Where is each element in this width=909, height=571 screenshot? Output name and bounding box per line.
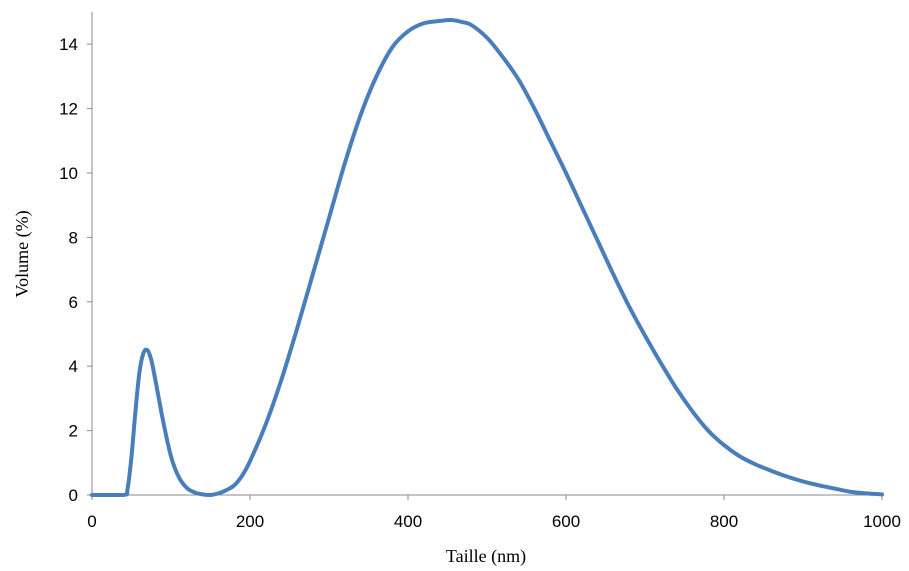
y-tick-label: 12 [59, 100, 78, 119]
ticks: 0 2 4 6 8 10 12 14 0 200 400 600 800 1000 [59, 35, 901, 531]
y-tick-label: 10 [59, 164, 78, 183]
series-layer [90, 18, 884, 497]
x-tick-label: 0 [87, 512, 96, 531]
y-axis-title: Volume (%) [12, 210, 33, 297]
y-tick-label: 4 [69, 357, 78, 376]
axes [91, 12, 882, 496]
x-tick-label: 600 [552, 512, 580, 531]
x-tick-label: 400 [394, 512, 422, 531]
x-tick-label: 800 [710, 512, 738, 531]
y-tick-label: 6 [69, 293, 78, 312]
series-line-1 [90, 18, 884, 497]
y-tick-label: 2 [69, 422, 78, 441]
y-tick-label: 14 [59, 35, 78, 54]
x-tick-label: 200 [236, 512, 264, 531]
x-axis-title: Taille (nm) [446, 546, 526, 567]
y-tick-label: 0 [69, 486, 78, 505]
x-tick-label: 1000 [863, 512, 901, 531]
y-tick-label: 8 [69, 228, 78, 247]
